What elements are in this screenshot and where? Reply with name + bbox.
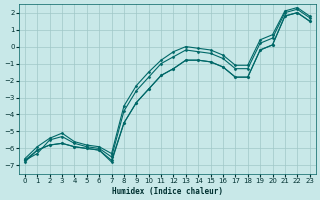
X-axis label: Humidex (Indice chaleur): Humidex (Indice chaleur) bbox=[112, 187, 223, 196]
